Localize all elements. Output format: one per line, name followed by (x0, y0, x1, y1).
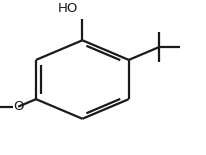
Text: HO: HO (58, 2, 78, 15)
Text: O: O (13, 100, 23, 113)
